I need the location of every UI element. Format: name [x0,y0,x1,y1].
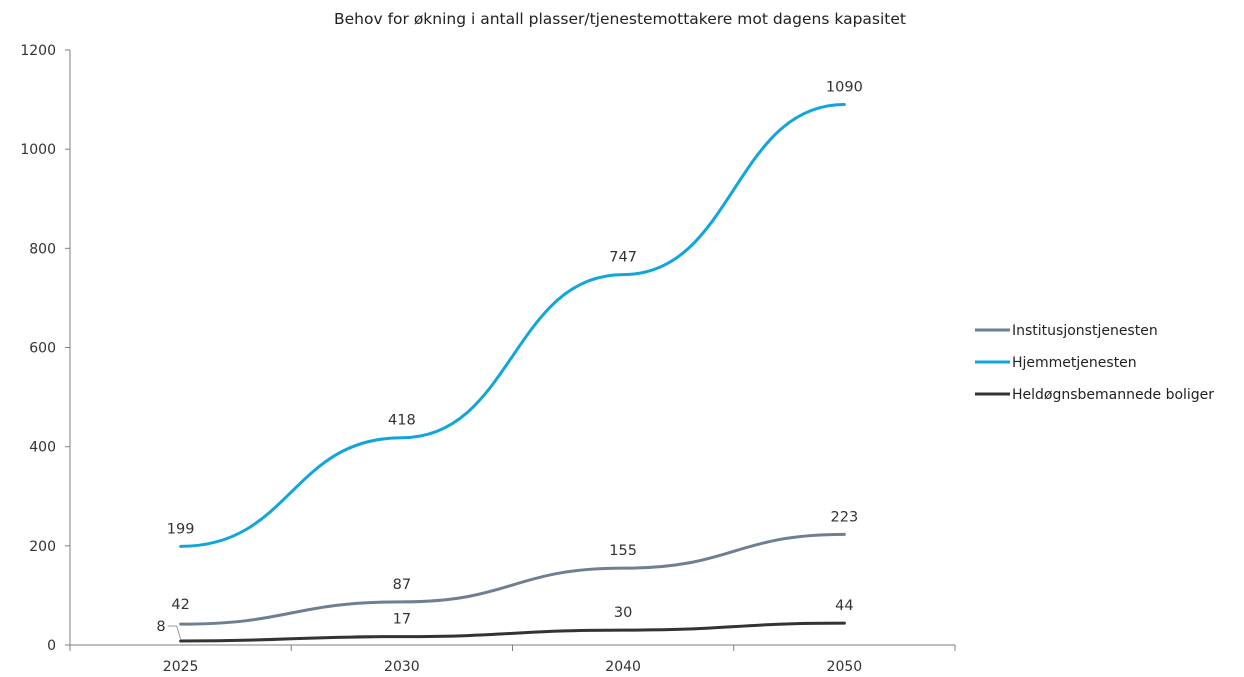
series-line-0 [179,532,846,626]
data-label: 42 [171,597,189,613]
data-label-leader [167,625,182,640]
data-label: 30 [614,605,632,621]
data-label: 8 [156,619,165,635]
x-tick-label: 2025 [163,659,199,675]
x-tick-label: 2040 [605,659,641,675]
y-tick-label: 600 [29,341,56,357]
y-tick-label: 0 [47,638,56,654]
x-tick-label: 2030 [384,659,420,675]
data-label: 223 [831,509,859,525]
data-labels: 42 87 155 223 199 418 747 1090 8 17 30 44 [156,80,863,640]
data-label: 747 [609,250,637,266]
axes: 0 200 400 600 800 1000 1200 2025 2030 2040 2050 [20,43,956,675]
data-label: 155 [609,543,637,559]
data-label: 418 [388,413,416,429]
legend-label-2: Heldøgnsbemannede boliger [1012,387,1214,403]
data-label: 17 [393,612,411,628]
chart-title: Behov for økning i antall plasser/tjenes… [334,10,906,28]
series-line-1 [179,103,846,548]
y-tick-label: 200 [29,539,56,555]
y-tick-label: 1200 [20,43,56,59]
data-label: 199 [167,521,195,537]
legend-label-1: Hjemmetjenesten [1012,355,1137,371]
legend: Institusjonstjenesten Hjemmetjenesten Held… [975,323,1214,403]
x-tick-label: 2050 [827,659,863,675]
series-lines [179,103,846,643]
y-tick-label: 400 [29,440,56,456]
data-label: 87 [393,577,411,593]
series-line-2 [179,621,846,643]
data-label: 44 [835,598,853,614]
y-tick-label: 800 [29,241,56,257]
data-label: 1090 [826,80,863,96]
y-tick-label: 1000 [20,142,56,158]
legend-label-0: Institusjonstjenesten [1012,323,1158,339]
